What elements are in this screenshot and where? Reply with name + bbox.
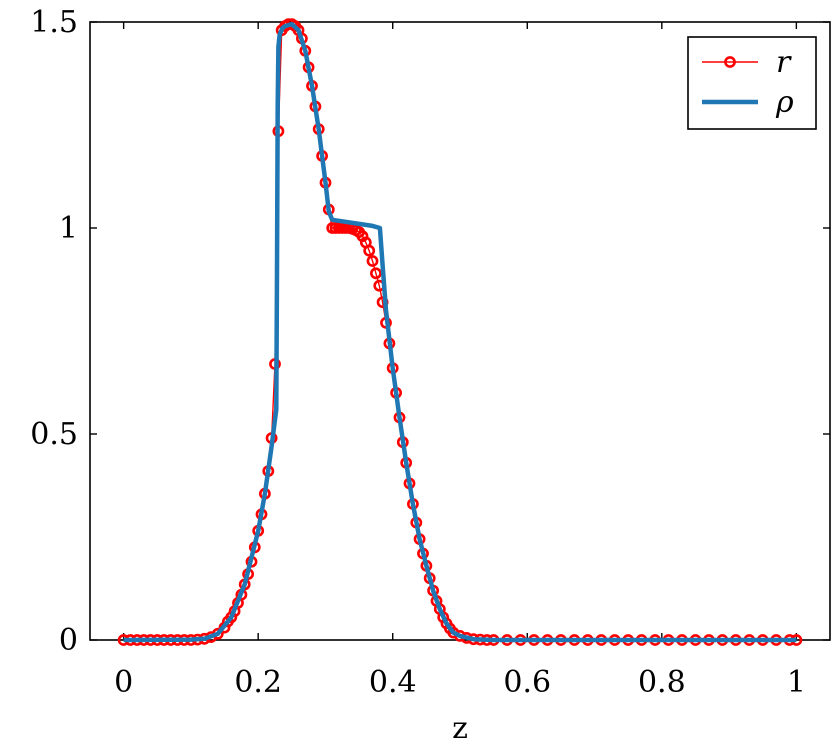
y-axis: 0 0.5 1 1.5 xyxy=(30,5,830,658)
x-axis: 0 0.2 0.4 0.6 0.8 1 xyxy=(114,22,806,700)
legend-label-r: r xyxy=(776,45,792,80)
legend-label-rho: ρ xyxy=(775,85,794,120)
x-tick-label: 0.2 xyxy=(234,665,282,700)
series-rho-line xyxy=(123,21,797,643)
y-tick-label: 0.5 xyxy=(30,417,78,452)
x-axis-label: z xyxy=(452,711,468,746)
series-layer xyxy=(117,18,803,646)
series-rho xyxy=(123,21,797,643)
y-tick-label: 1.5 xyxy=(30,5,78,40)
legend-marker-r xyxy=(724,56,736,68)
x-tick-label: 0.6 xyxy=(503,665,551,700)
legend-box xyxy=(687,36,817,130)
legend: rρ xyxy=(687,36,817,130)
x-tick-label: 0 xyxy=(114,665,133,700)
series-r-point xyxy=(366,255,379,267)
x-tick-label: 1 xyxy=(787,665,806,700)
x-tick-label: 0.8 xyxy=(638,665,686,700)
series-r-point xyxy=(369,267,382,280)
y-tick-label: 1 xyxy=(59,211,78,246)
y-tick-label: 0 xyxy=(59,623,78,658)
series-r-point xyxy=(363,244,376,257)
x-tick-label: 0.4 xyxy=(369,665,417,700)
